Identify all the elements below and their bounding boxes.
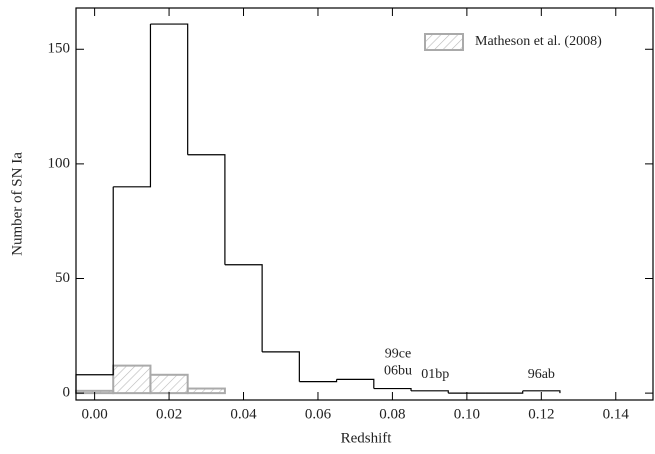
y-axis-label: Number of SN Ia xyxy=(9,152,25,256)
x-tick-label: 0.12 xyxy=(528,406,554,422)
y-tick-label: 100 xyxy=(48,155,71,171)
annotation: 01bp xyxy=(421,367,449,382)
annotation: 96ab xyxy=(528,367,555,382)
annotation: 06bu xyxy=(384,364,412,379)
x-tick-label: 0.04 xyxy=(230,406,257,422)
x-tick-label: 0.08 xyxy=(379,406,405,422)
hist-step xyxy=(522,390,561,394)
hist-step xyxy=(336,378,375,389)
y-tick-label: 0 xyxy=(63,385,71,401)
x-tick-label: 0.02 xyxy=(156,406,182,422)
hist-step xyxy=(262,351,300,382)
x-axis-label: Redshift xyxy=(341,430,393,446)
hist-step xyxy=(299,379,338,383)
hist-step xyxy=(411,390,449,394)
x-tick-label: 0.06 xyxy=(305,406,332,422)
hist-step xyxy=(150,23,189,155)
hist-step xyxy=(373,387,412,391)
hist-bar xyxy=(149,373,189,395)
x-tick-label: 0.14 xyxy=(603,406,630,422)
hist-bar xyxy=(186,387,226,395)
x-tick-label: 0.00 xyxy=(81,406,107,422)
plot-frame xyxy=(75,7,654,401)
legend-swatch xyxy=(424,33,464,51)
y-tick-label: 50 xyxy=(55,270,70,286)
y-tick-label: 150 xyxy=(48,41,71,57)
x-tick-label: 0.10 xyxy=(454,406,480,422)
hist-step xyxy=(113,24,152,188)
hist-step xyxy=(75,186,114,394)
annotation: 99ce xyxy=(385,346,411,361)
hist-step xyxy=(224,264,263,352)
hist-step xyxy=(485,390,524,394)
hist-step xyxy=(187,154,226,265)
legend-label: Matheson et al. (2008) xyxy=(475,34,602,49)
hist-bar xyxy=(112,364,152,395)
